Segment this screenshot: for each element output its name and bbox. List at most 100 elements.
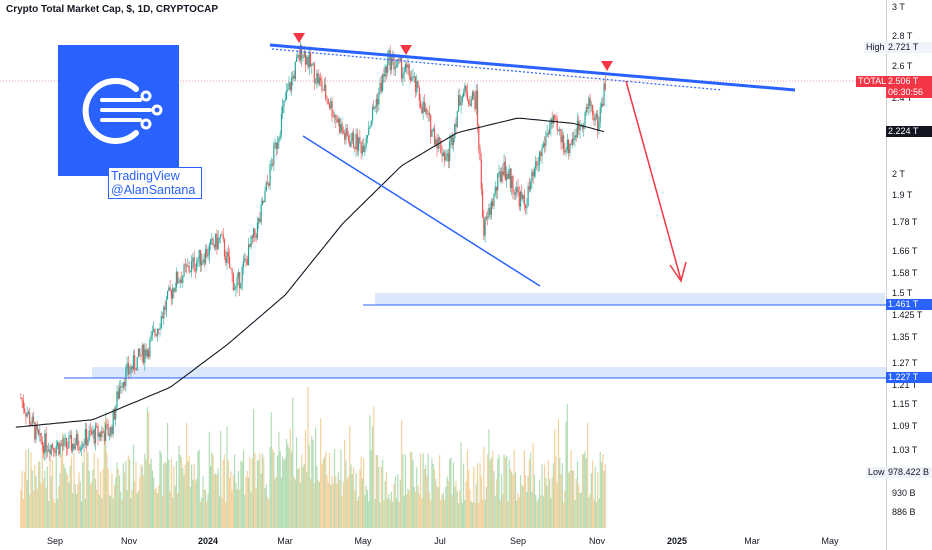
volume-bar [604,464,606,528]
price-tick-label: 1.15 T [892,399,918,409]
candle-body [41,441,43,446]
candle-body [191,261,193,272]
volume-bar [318,481,320,528]
volume-bar [566,404,568,528]
candle-body [51,444,54,448]
volume-bar [277,455,279,528]
volume-bar [141,466,143,528]
candle-body [380,82,382,91]
time-tick-label: Sep [509,536,527,546]
candle-body [105,424,107,442]
candle-body [207,255,209,257]
candle-body [550,119,552,130]
candle-body [80,447,83,449]
high-label: High [864,42,887,53]
candle-body [98,432,100,437]
volume-bar [547,460,549,528]
candle-body [351,132,353,141]
watermark-box: TradingView @AlanSantana [108,167,202,199]
volume-bar [366,490,369,528]
volume-bar [226,426,228,528]
candle-body [158,329,160,330]
candle-body [494,186,496,194]
volume-bar [485,486,487,528]
volume-bar [483,446,485,528]
candle-body [154,329,156,335]
volume-bar [513,449,515,528]
candle-body [294,61,296,79]
candle-body [58,442,60,455]
volume-bar [340,449,342,528]
volume-bar [428,492,431,528]
volume-bar [68,482,70,528]
candle-body [149,339,151,357]
volume-bar [110,496,112,528]
price-tick-label: 2.6 T [892,61,913,71]
volume-bar [280,477,283,528]
candle-body [487,216,489,218]
volume-bar [132,444,135,528]
volume-bar [242,450,245,528]
volume-bar [125,460,127,528]
candle-body [64,437,66,439]
support-zone-upper [375,293,885,305]
volume-bar [395,498,398,528]
candle-body [581,125,584,129]
volume-bar [91,481,93,528]
volume-bar [432,464,434,528]
candle-body [444,152,446,161]
candle-body [564,150,566,153]
volume-bar [211,452,213,528]
volume-bar [53,498,55,528]
candle-body [253,228,255,238]
candle-body [169,287,171,291]
candle-body [307,56,309,68]
candle-body [594,117,596,121]
volume-bar [279,451,281,528]
volume-bar [105,411,107,528]
time-tick-label: May [354,536,372,546]
candle-body [43,445,45,454]
volume-bar [431,458,433,528]
volume-bar [290,451,293,528]
candle-body [595,114,598,118]
candle-body [304,51,307,65]
volume-bar [456,491,458,528]
volume-bar [134,481,136,528]
volume-bar [74,484,76,528]
volume-bar [446,476,448,528]
candle-body [173,288,175,292]
candle-body [274,142,276,145]
volume-bar [268,499,270,528]
volume-bar [206,501,208,528]
candle-body [475,90,477,110]
volume-bar [599,451,601,528]
candle-body [441,152,443,157]
candle-body [570,143,572,145]
candle-body [225,256,227,263]
volume-bar [447,481,450,528]
candle-body [68,437,70,449]
volume-bar [122,463,124,528]
volume-bar [518,497,520,528]
candle-body [280,113,283,135]
candle-body [428,113,431,116]
candle-body [212,238,214,246]
candle-body [414,76,417,93]
volume-bar [560,474,562,528]
price-tick-label: 1.5 T [892,288,913,298]
candle-body [251,236,253,238]
candle-body [518,191,520,207]
candle-body [122,381,124,388]
volume-bar [177,493,179,528]
candle-body [449,141,451,162]
candle-body [187,265,189,267]
volume-bar [382,459,384,528]
volume-bar [394,476,396,528]
candle-body [266,182,269,184]
candle-body [36,424,38,430]
candle-body [234,288,236,290]
candle-body [208,244,210,256]
volume-bar [347,476,350,528]
